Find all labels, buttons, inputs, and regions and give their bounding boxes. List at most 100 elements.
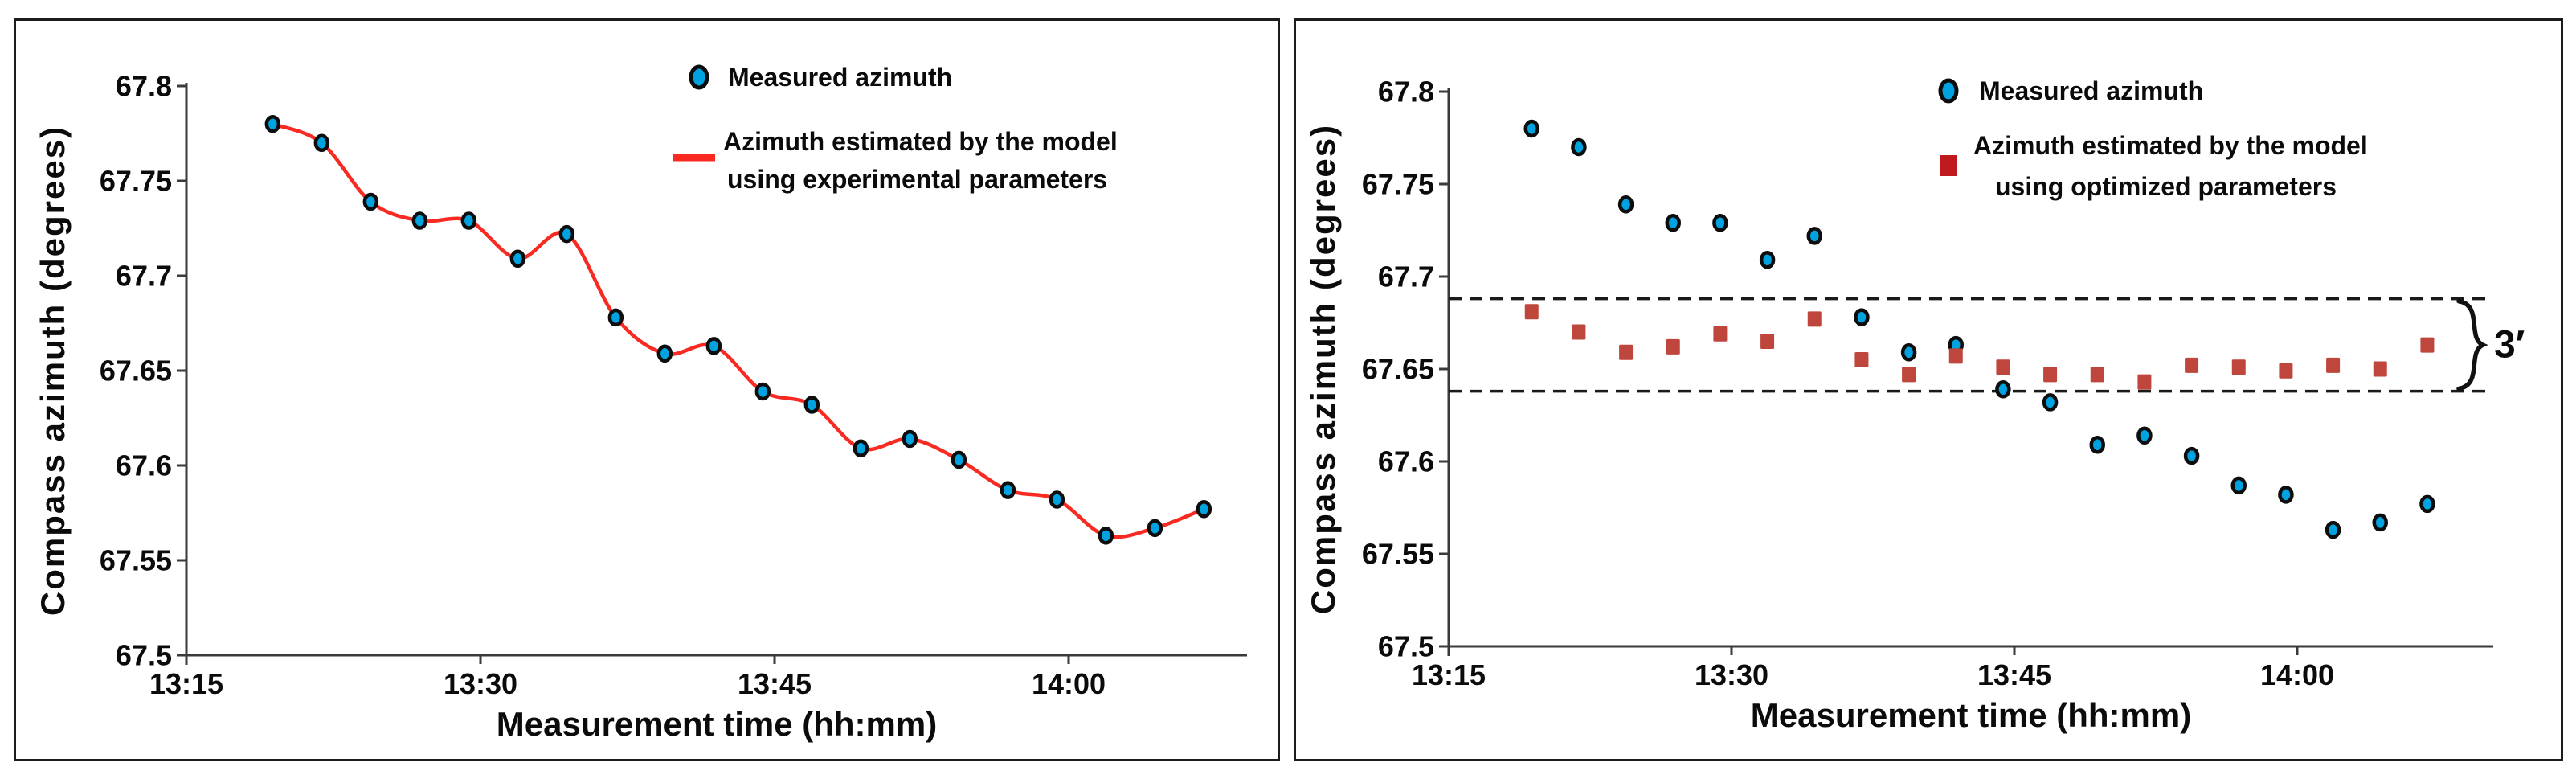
y-axis-title: Compass azimuth (degrees) [1304, 124, 1342, 614]
measured-point [264, 114, 281, 133]
chart-panel-experimental: 67.8 67.75 67.7 67.65 67.6 67.55 67.5 13:15 13:3… [14, 18, 1280, 761]
measured-point [1665, 214, 1682, 232]
measured-point [1854, 308, 1870, 326]
legend-measured-marker [1938, 78, 1959, 104]
measured-point [1617, 195, 1634, 214]
y-tick-label: 67.7 [1378, 260, 1434, 293]
measured-point [411, 211, 428, 230]
measured-point [2042, 393, 2059, 412]
x-tick-label: 13:45 [1977, 658, 2051, 691]
brace-label: 3′ [2494, 324, 2525, 367]
x-tick-label: 13:15 [1412, 658, 1486, 691]
chart-panel-optimized: 67.8 67.75 67.7 67.65 67.6 67.55 67.5 13:15 13:3… [1294, 18, 2563, 761]
optimized-chart-svg: 67.8 67.75 67.7 67.65 67.6 67.55 67.513:15 13:3… [1304, 76, 2525, 735]
x-tick-label: 14:00 [1032, 667, 1106, 700]
measured-point [1000, 481, 1016, 499]
x-tick-label: 13:15 [149, 667, 223, 700]
optimized-point [2043, 367, 2058, 383]
optimized-point [1902, 367, 1916, 383]
optimized-point [1572, 324, 1586, 340]
optimized-point [2279, 363, 2293, 379]
measured-point [951, 450, 967, 469]
optimized-point [1807, 311, 1822, 327]
measured-point [2136, 426, 2153, 445]
measured-point [2419, 494, 2435, 514]
measured-point [1900, 343, 1917, 362]
y-tick-label: 67.5 [1378, 630, 1434, 663]
measured-point [607, 308, 624, 327]
legend-model-label-line1: Azimuth estimated by the model [723, 127, 1118, 156]
x-axis-title: Measurement time (hh:mm) [497, 705, 937, 743]
measured-point [1049, 490, 1065, 509]
legend-measured-marker [689, 64, 709, 90]
x-tick-label: 13:45 [738, 667, 812, 700]
x-tick-label: 13:30 [1695, 658, 1768, 691]
optimized-point [1996, 359, 2010, 375]
measured-point [1571, 137, 1587, 157]
measured-point [1712, 214, 1728, 232]
legend-measured-label: Measured azimuth [728, 63, 952, 92]
measured-point [2325, 520, 2341, 539]
measured-point [1806, 227, 1823, 245]
optimized-point [2373, 361, 2387, 377]
optimized-point [1524, 304, 1539, 320]
x-tick-label: 14:00 [2260, 658, 2334, 691]
optimized-point [1713, 326, 1728, 342]
y-tick-label: 67.55 [1362, 538, 1434, 571]
measured-point [803, 396, 820, 414]
measured-point [705, 337, 722, 355]
brace [2456, 298, 2488, 392]
y-tick-label: 67.7 [116, 260, 172, 293]
y-tick-label: 67.5 [116, 639, 172, 672]
measured-point [853, 439, 869, 458]
measured-point [509, 249, 526, 269]
optimized-point [1619, 344, 1634, 360]
y-tick-label: 67.75 [100, 165, 172, 198]
measured-point [362, 192, 379, 211]
experimental-chart-svg: 67.8 67.75 67.7 67.65 67.6 67.55 67.513:15 13:3… [34, 63, 1247, 743]
legend-measured-label: Measured azimuth [1979, 76, 2203, 105]
measured-point [902, 429, 918, 449]
optimized-point [2185, 357, 2199, 373]
legend-model-label-line2: using experimental parameters [727, 165, 1107, 194]
measured-point [1196, 500, 1212, 519]
optimized-point [2420, 337, 2435, 353]
legend-model-square-marker [1940, 155, 1957, 176]
optimized-point [2326, 357, 2341, 373]
y-tick-label: 67.75 [1362, 168, 1434, 201]
measured-point [2230, 476, 2247, 495]
optimized-point [2231, 359, 2246, 375]
optimized-point [1854, 352, 1869, 367]
measured-point [558, 224, 575, 244]
y-tick-label: 67.55 [100, 544, 172, 577]
x-axis-title: Measurement time (hh:mm) [1751, 696, 2191, 734]
measured-point [1995, 380, 2011, 399]
measured-point [1147, 519, 1163, 538]
optimized-point [1666, 338, 1680, 355]
y-tick-label: 67.6 [1378, 445, 1434, 478]
measured-point [1759, 251, 1776, 269]
measured-point [2089, 436, 2106, 454]
y-tick-label: 67.6 [116, 449, 172, 482]
measured-point [1098, 527, 1114, 545]
optimized-point [2090, 367, 2104, 383]
measured-point [754, 382, 771, 401]
optimized-point [2137, 374, 2152, 390]
legend-model-label-line1: Azimuth estimated by the model [1973, 131, 2368, 160]
measured-point [656, 344, 673, 363]
y-tick-label: 67.8 [116, 70, 172, 103]
y-tick-label: 67.65 [1362, 353, 1434, 386]
y-tick-label: 67.8 [1378, 76, 1434, 109]
x-tick-label: 13:30 [444, 667, 517, 700]
optimized-point [1948, 348, 1963, 364]
y-tick-label: 67.65 [100, 355, 172, 387]
optimized-point [1760, 334, 1775, 349]
measured-point [1523, 119, 1540, 138]
legend-model-label-line2: using optimized parameters [1995, 172, 2337, 201]
measured-point [2278, 486, 2294, 504]
measured-point [313, 133, 330, 153]
measured-point [2183, 446, 2200, 465]
measured-point [460, 211, 477, 230]
measured-point [2372, 513, 2389, 532]
